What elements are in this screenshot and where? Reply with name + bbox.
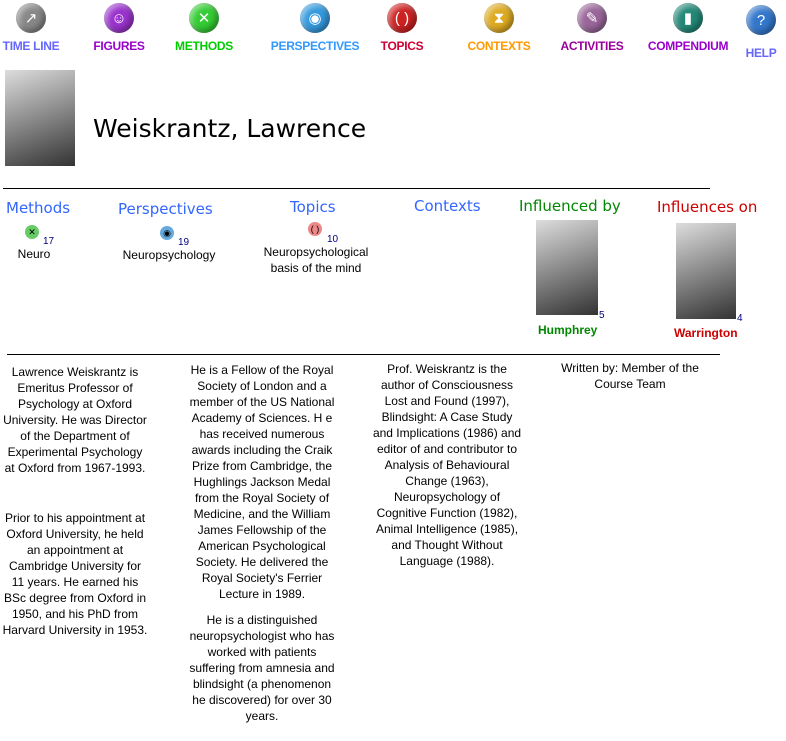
bio-paragraph: Lawrence Weiskrantz is Emeritus Professo… [3, 365, 147, 475]
bio-paragraph: Prof. Weiskrantz is the author of Consci… [372, 362, 522, 568]
topic-line-2: basis of the mind [270, 261, 362, 275]
humphrey-portrait[interactable] [536, 220, 598, 315]
nav-label[interactable]: TIME LINE [2, 39, 60, 53]
timeline-icon[interactable]: ↗ [16, 3, 46, 33]
nav-help[interactable]: ? HELP [711, 5, 786, 60]
method-item-neuro[interactable]: Neuro [17, 247, 51, 261]
warrington-link[interactable]: Warrington [674, 326, 738, 340]
activities-pencil-icon[interactable]: ✎ [577, 3, 607, 33]
page-title: Weiskrantz, Lawrence [93, 114, 367, 143]
written-by: Written by: Member of the Course Team [561, 361, 699, 391]
bio-paragraph: Prior to his appointment at Oxford Unive… [2, 511, 148, 637]
perspectives-heading[interactable]: Perspectives [118, 200, 213, 218]
divider-top [3, 188, 710, 189]
eye-icon[interactable]: ◉ [300, 3, 330, 33]
methods-heading[interactable]: Methods [6, 199, 71, 217]
contexts-heading[interactable]: Contexts [414, 197, 481, 215]
humphrey-count: 5 [599, 310, 605, 321]
topic-line-1: Neuropsychological [263, 245, 369, 259]
smiley-icon[interactable]: ☺ [104, 3, 134, 33]
nav-compendium[interactable]: ▮ COMPENDIUM [638, 3, 738, 53]
nav-label[interactable]: METHODS [175, 39, 233, 53]
warrington-portrait[interactable] [676, 223, 736, 319]
topics-count: 10 [327, 234, 339, 245]
nav-label[interactable]: PERSPECTIVES [270, 39, 360, 53]
nav-activities[interactable]: ✎ ACTIVITIES [542, 3, 642, 53]
influenced-by-heading: Influenced by [519, 197, 621, 215]
nav-methods[interactable]: ✕ METHODS [154, 3, 254, 53]
warrington-count: 4 [737, 313, 743, 324]
topic-item[interactable]: Neuropsychological basis of the mind [250, 244, 382, 276]
methods-x-icon[interactable]: ✕ [25, 225, 39, 239]
nav-contexts[interactable]: ⧗ CONTEXTS [449, 3, 549, 53]
topics-icon[interactable]: ( ) [308, 222, 322, 236]
perspective-item-neuropsychology[interactable]: Neuropsychology [122, 248, 216, 262]
nav-label[interactable]: ACTIVITIES [560, 39, 624, 53]
help-icon[interactable]: ? [746, 5, 776, 35]
bio-paragraph: He is a Fellow of the Royal Society of L… [189, 363, 335, 601]
bio-paragraph: He is a distinguished neuropsychologist … [189, 613, 335, 723]
eye-icon[interactable]: ◉ [160, 226, 174, 240]
influences-on-heading: Influences on [657, 198, 758, 216]
nav-label[interactable]: TOPICS [380, 39, 424, 53]
topics-heading[interactable]: Topics [290, 198, 336, 216]
divider-bottom [7, 354, 720, 355]
nav-topics[interactable]: ( ) TOPICS [352, 3, 452, 53]
hourglass-icon[interactable]: ⧗ [484, 3, 514, 33]
weiskrantz-portrait [5, 70, 75, 166]
nav-perspectives[interactable]: ◉ PERSPECTIVES [265, 3, 365, 53]
nav-label[interactable]: COMPENDIUM [647, 39, 729, 53]
bio-column-1: Lawrence Weiskrantz is Emeritus Professo… [2, 364, 148, 654]
perspectives-count: 19 [178, 237, 190, 248]
bio-column-3: Prof. Weiskrantz is the author of Consci… [370, 361, 524, 585]
nav-label[interactable]: FIGURES [93, 39, 145, 53]
nav-label[interactable]: HELP [745, 46, 777, 60]
topics-icon[interactable]: ( ) [387, 3, 417, 33]
nav-label[interactable]: CONTEXTS [467, 39, 531, 53]
compendium-icon[interactable]: ▮ [673, 3, 703, 33]
nav-figures[interactable]: ☺ FIGURES [69, 3, 169, 53]
humphrey-link[interactable]: Humphrey [538, 323, 598, 337]
nav-time-line[interactable]: ↗ TIME LINE [0, 3, 81, 53]
methods-count: 17 [43, 236, 55, 247]
bio-column-2: He is a Fellow of the Royal Society of L… [186, 362, 338, 740]
methods-x-icon[interactable]: ✕ [189, 3, 219, 33]
